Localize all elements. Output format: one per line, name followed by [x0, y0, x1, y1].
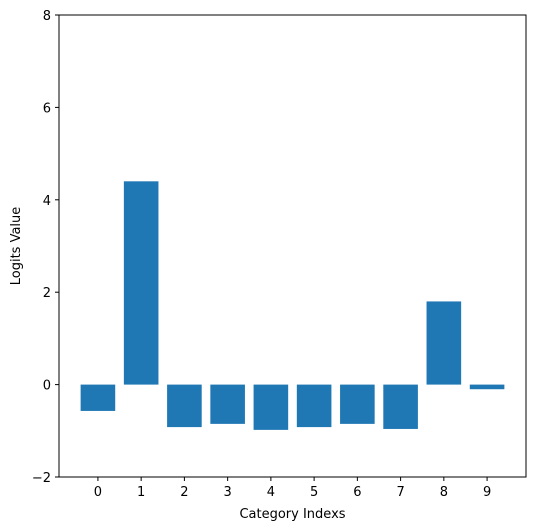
y-tick-label: 6 [43, 101, 51, 116]
bar-3 [210, 384, 245, 424]
x-tick-label: 0 [94, 485, 102, 500]
bar-9 [469, 384, 505, 390]
x-tick-label: 3 [223, 485, 231, 500]
x-tick-label: 8 [440, 485, 448, 500]
y-axis-label: Logits Value [9, 207, 24, 286]
bar-0 [80, 384, 116, 411]
y-axis-ticks: −2 0 2 4 6 8 [32, 9, 59, 486]
bar-7 [383, 384, 418, 429]
y-tick-label: 8 [43, 9, 51, 24]
bar-6 [340, 384, 375, 424]
bar-8 [426, 301, 462, 385]
y-tick-label: 2 [43, 286, 51, 301]
bar-5 [296, 384, 332, 428]
y-tick-label: −2 [32, 471, 51, 486]
x-tick-label: 1 [137, 485, 145, 500]
x-tick-label: 4 [267, 485, 275, 500]
bar-1 [123, 181, 159, 385]
x-tick-label: 2 [180, 485, 188, 500]
bar-4 [253, 384, 289, 430]
bar-2 [167, 384, 202, 428]
bars-group [80, 181, 505, 430]
x-tick-label: 5 [310, 485, 318, 500]
x-tick-label: 7 [396, 485, 404, 500]
x-tick-label: 6 [353, 485, 361, 500]
x-tick-label: 9 [483, 485, 491, 500]
plot-frame [58, 14, 527, 478]
x-axis-label: Category Indexs [239, 507, 345, 522]
y-tick-label: 0 [43, 379, 51, 394]
x-axis-ticks: 0 1 2 3 4 5 6 7 8 9 [94, 477, 491, 500]
y-tick-label: 4 [43, 194, 51, 209]
